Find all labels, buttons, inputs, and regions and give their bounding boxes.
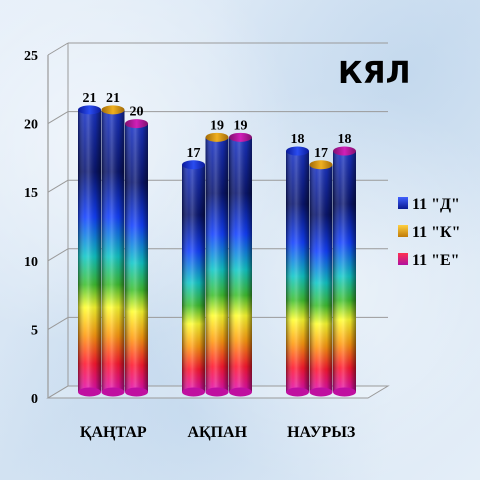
legend-item: 11 "Д" xyxy=(398,196,460,213)
bar-cap xyxy=(309,160,333,170)
data-labels: 21 21 20 17 19 19 18 17 18 xyxy=(83,91,352,161)
bar-cap xyxy=(205,132,229,142)
bar-base xyxy=(101,387,125,397)
legend-label: 11 "Е" xyxy=(412,252,460,269)
gridline-slant xyxy=(47,316,69,330)
data-label: 20 xyxy=(130,105,144,120)
gridline-slant xyxy=(47,111,69,125)
bar-cap xyxy=(101,105,125,115)
data-label: 21 xyxy=(83,91,97,106)
data-label: 17 xyxy=(314,146,328,161)
bar xyxy=(309,160,333,397)
data-label: 21 xyxy=(106,91,120,106)
bar xyxy=(286,146,309,397)
legend-swatch xyxy=(398,197,408,209)
bar-cap xyxy=(78,105,101,115)
bar xyxy=(125,119,148,397)
bar-shading xyxy=(333,151,356,392)
bar-base xyxy=(286,387,309,397)
bar-base xyxy=(78,387,101,397)
y-tick-label: 15 xyxy=(24,186,38,201)
gridline-slant xyxy=(47,248,69,262)
bar-cap xyxy=(286,146,309,156)
bar-cap xyxy=(182,160,205,170)
data-label: 18 xyxy=(291,132,305,147)
x-category-label: НАУРЫЗ xyxy=(287,424,356,441)
gridline-slant xyxy=(47,42,69,56)
x-category-label: ҚАҢТАР xyxy=(80,424,147,441)
y-tick-labels: 0 5 10 15 20 25 xyxy=(24,49,38,407)
bar-shading xyxy=(182,164,205,392)
gridline-slant xyxy=(47,179,69,193)
legend-item: 11 "Е" xyxy=(398,252,460,269)
chart-legend: 11 "Д" 11 "К" 11 "Е" xyxy=(398,196,460,269)
bar xyxy=(101,105,125,397)
data-label: 18 xyxy=(338,132,352,147)
bar-cap xyxy=(229,132,252,142)
legend-swatch xyxy=(398,225,408,237)
y-tick-label: 25 xyxy=(24,49,38,64)
bar xyxy=(229,132,252,397)
data-label: 19 xyxy=(210,118,224,133)
legend-swatch xyxy=(398,253,408,265)
legend-label: 11 "К" xyxy=(412,224,460,241)
bar-base xyxy=(309,387,333,397)
legend-item: 11 "К" xyxy=(398,224,460,241)
chart-title: КЯЛ xyxy=(338,56,411,91)
bar xyxy=(205,132,229,397)
data-label: 19 xyxy=(234,118,248,133)
y-tick-label: 0 xyxy=(31,392,38,407)
data-label: 17 xyxy=(187,146,201,161)
bar-shading xyxy=(286,151,309,392)
x-category-labels: ҚАҢТАР АҚПАН НАУРЫЗ xyxy=(80,424,356,441)
bar-base xyxy=(182,387,205,397)
chart-bars xyxy=(78,105,356,397)
bar-shading xyxy=(78,109,101,392)
bar-shading xyxy=(125,123,148,392)
bar-base xyxy=(229,387,252,397)
bar-base xyxy=(333,387,356,397)
bar xyxy=(78,105,101,397)
bar-shading xyxy=(205,137,229,392)
bar-cap xyxy=(333,146,356,156)
y-tick-label: 20 xyxy=(24,118,38,133)
legend-label: 11 "Д" xyxy=(412,196,460,213)
bar-cap xyxy=(125,119,148,129)
bar xyxy=(333,146,356,397)
bar-base xyxy=(125,387,148,397)
x-category-label: АҚПАН xyxy=(187,424,247,441)
bar xyxy=(182,160,205,397)
bar-shading xyxy=(229,137,252,392)
bar-base xyxy=(205,387,229,397)
bar-shading xyxy=(101,109,125,392)
y-tick-label: 10 xyxy=(24,255,38,270)
bar-shading xyxy=(309,164,333,392)
y-tick-label: 5 xyxy=(31,323,38,338)
